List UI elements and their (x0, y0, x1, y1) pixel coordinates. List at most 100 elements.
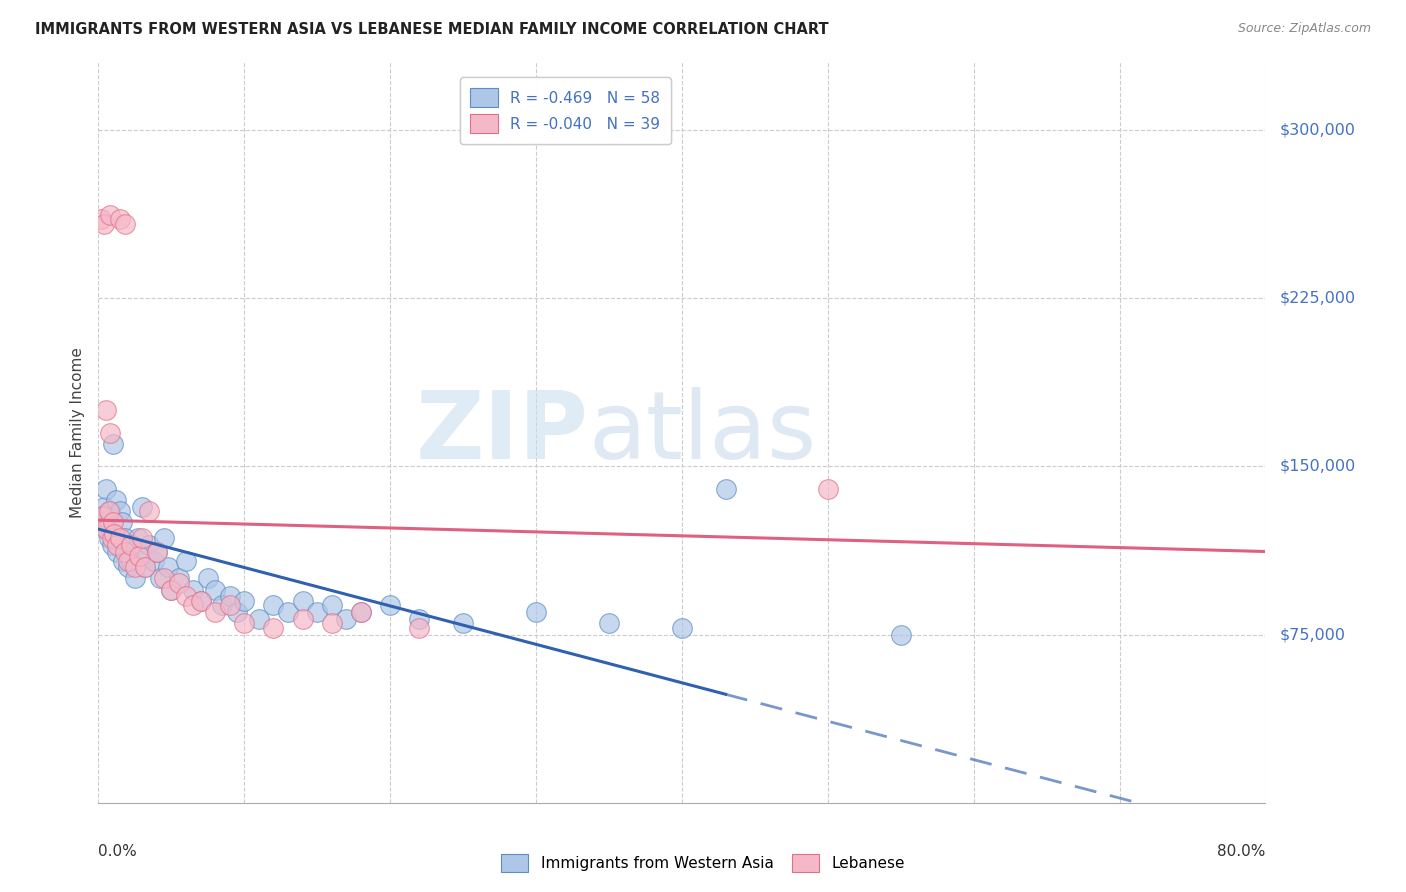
Point (129, 549, 152, 563)
Point (157, 560, 180, 574)
Point (380, 599, 402, 613)
Point (291, 594, 314, 608)
Point (112, 553, 135, 567)
Point (174, 590, 197, 604)
Point (204, 582, 226, 597)
Text: $150,000: $150,000 (1279, 458, 1355, 474)
Point (167, 576, 190, 591)
Point (97, 531, 120, 545)
Point (105, 544, 128, 558)
Point (105, 538, 128, 552)
Point (149, 571, 172, 585)
Point (90, 508, 112, 523)
Point (138, 504, 160, 518)
Point (93, 500, 115, 514)
Point (100, 531, 122, 545)
Point (146, 544, 169, 558)
Point (103, 526, 125, 541)
Point (350, 605, 373, 619)
Text: $75,000: $75,000 (1279, 627, 1346, 642)
Point (190, 594, 212, 608)
Point (263, 621, 285, 635)
Point (408, 621, 430, 635)
Point (120, 553, 142, 567)
Point (134, 560, 156, 574)
Point (524, 605, 547, 619)
Point (120, 538, 142, 552)
Point (167, 571, 190, 585)
Point (146, 544, 169, 558)
Point (408, 612, 430, 626)
Point (121, 538, 143, 552)
Point (218, 590, 240, 604)
Point (110, 504, 132, 518)
Point (197, 571, 219, 585)
Text: IMMIGRANTS FROM WESTERN ASIA VS LEBANESE MEDIAN FAMILY INCOME CORRELATION CHART: IMMIGRANTS FROM WESTERN ASIA VS LEBANESE… (35, 22, 828, 37)
Point (190, 594, 212, 608)
Point (98, 208, 121, 222)
Point (93, 217, 115, 231)
Point (160, 582, 183, 597)
Point (114, 217, 136, 231)
Point (350, 605, 373, 619)
Point (671, 621, 693, 635)
Point (714, 482, 737, 496)
Point (100, 538, 122, 552)
Point (181, 599, 204, 613)
Point (138, 538, 160, 552)
Point (153, 531, 176, 545)
Point (233, 594, 256, 608)
Point (94, 522, 117, 536)
Point (335, 612, 357, 626)
Point (96, 522, 118, 536)
Point (101, 437, 124, 451)
Point (817, 482, 839, 496)
Point (321, 599, 343, 613)
Point (598, 616, 620, 631)
Point (451, 616, 474, 631)
Text: 80.0%: 80.0% (1218, 844, 1265, 858)
Point (111, 516, 134, 530)
Point (110, 531, 132, 545)
Legend: Immigrants from Western Asia, Lebanese: Immigrants from Western Asia, Lebanese (494, 846, 912, 880)
Point (160, 582, 183, 597)
Point (118, 544, 141, 558)
Point (101, 516, 124, 530)
Point (153, 571, 176, 585)
Point (226, 605, 249, 619)
Point (128, 549, 150, 563)
Point (110, 212, 132, 227)
Text: ZIP: ZIP (416, 386, 589, 479)
Point (142, 553, 165, 567)
Point (233, 616, 256, 631)
Point (103, 526, 125, 541)
Point (247, 612, 270, 626)
Point (114, 544, 136, 558)
Point (124, 571, 146, 585)
Point (98, 425, 121, 440)
Point (131, 500, 153, 514)
Legend: R = -0.469   N = 58, R = -0.040   N = 39: R = -0.469 N = 58, R = -0.040 N = 39 (460, 78, 671, 144)
Text: Source: ZipAtlas.com: Source: ZipAtlas.com (1237, 22, 1371, 36)
Point (204, 605, 226, 619)
Point (174, 553, 197, 567)
Point (98, 504, 121, 518)
Point (181, 582, 204, 597)
Point (94, 403, 117, 417)
Point (211, 599, 233, 613)
Point (307, 605, 329, 619)
Point (91, 508, 114, 523)
Point (97, 504, 120, 518)
Text: $300,000: $300,000 (1279, 122, 1355, 137)
Y-axis label: Median Family Income: Median Family Income (70, 347, 86, 518)
Point (114, 531, 136, 545)
Point (117, 553, 139, 567)
Point (90, 212, 112, 227)
Point (291, 612, 314, 626)
Point (91, 516, 114, 530)
Point (104, 492, 127, 507)
Point (127, 531, 149, 545)
Point (131, 531, 153, 545)
Point (218, 599, 240, 613)
Text: atlas: atlas (589, 386, 817, 479)
